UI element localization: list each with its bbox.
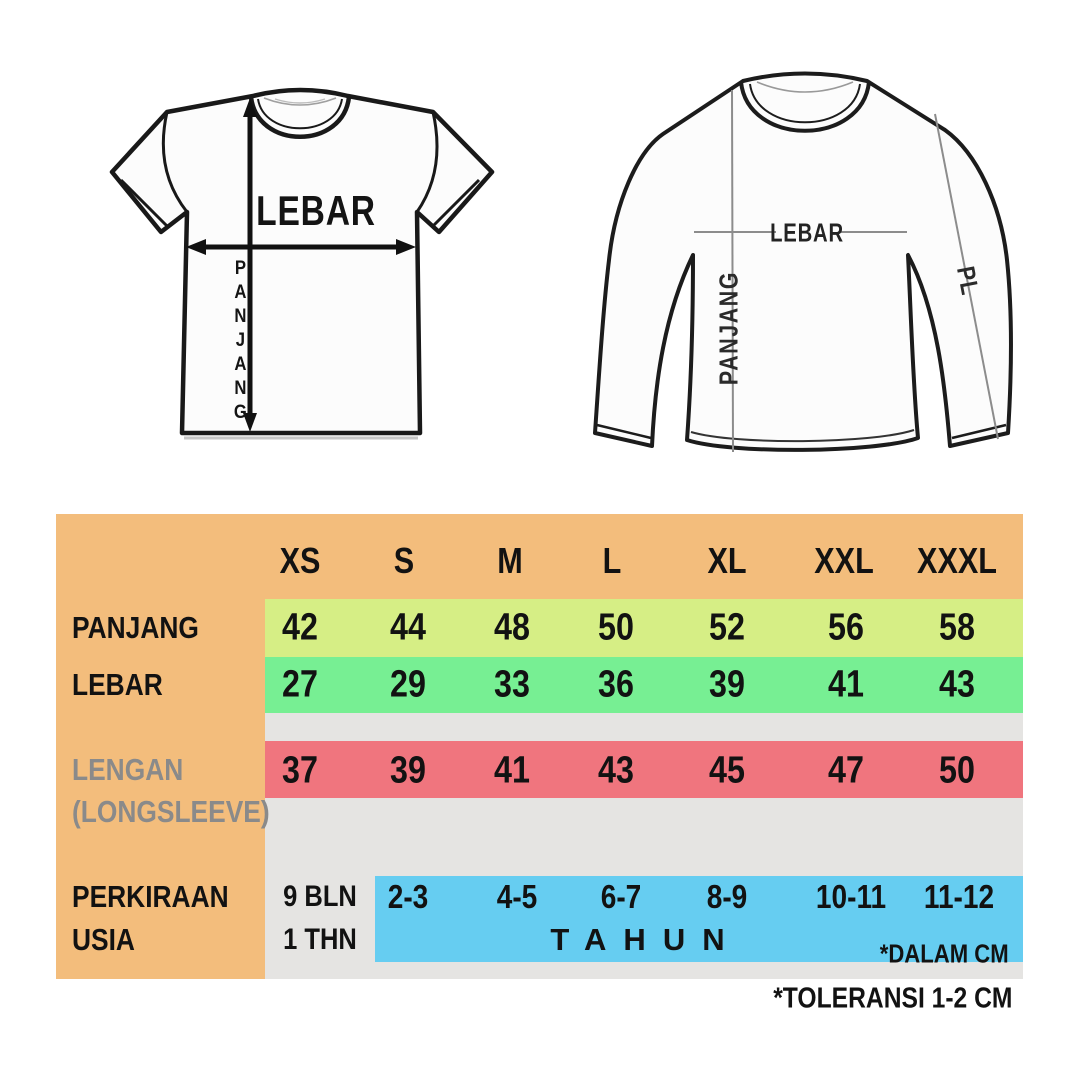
lengan-value: 50: [939, 749, 975, 792]
tolerance-footnote: *TOLERANSI 1-2 CM: [772, 982, 1012, 1015]
lengan-value: 37: [282, 749, 318, 792]
size-header-xxl: XXL: [814, 540, 874, 581]
hem-inner-line: [690, 429, 915, 443]
longsleeve-width-label: LEBAR: [770, 217, 844, 248]
collar-back-line: [263, 97, 337, 106]
lebar-value: 27: [282, 663, 318, 706]
length-arrow: [243, 98, 257, 432]
tshirt-length-label: PANJANG: [231, 258, 250, 426]
age-value: 10-11: [815, 878, 887, 915]
panjang-value: 48: [494, 606, 530, 649]
width-row-band: [265, 657, 1023, 713]
sleeve-line: [934, 113, 999, 440]
panjang-value: 44: [390, 606, 426, 649]
age-value: 4-5: [496, 878, 538, 915]
collar-outer: [248, 96, 352, 139]
tshirt-width-label: LEBAR: [256, 187, 376, 234]
armhole-seam-left: [161, 111, 189, 213]
panjang-value: 52: [709, 606, 745, 649]
tshirt-diagram: [109, 87, 495, 440]
row-label-perkiraan: PERKIRAAN: [72, 879, 229, 914]
lengan-value: 43: [598, 749, 634, 792]
size-header-l: L: [602, 540, 622, 581]
lebar-value: 41: [828, 663, 864, 706]
row-label-lengan: LENGAN: [72, 752, 184, 787]
divider-band: [265, 713, 1023, 741]
longsleeve-sleeve-label: PL: [950, 264, 984, 298]
age-value: 8-9: [706, 878, 748, 915]
row-label-lebar: LEBAR: [72, 667, 163, 702]
cuff-line-right: [951, 423, 1007, 440]
collar-band: [257, 98, 343, 130]
lebar-value: 36: [598, 663, 634, 706]
size-header-xl: XL: [707, 540, 747, 581]
sleeve-row-band: [265, 741, 1023, 798]
row-label-longsleeve: (LONGSLEEVE): [72, 794, 270, 829]
length-row-band: [265, 599, 1023, 657]
panjang-value: 42: [282, 606, 318, 649]
armhole-seam-right: [415, 111, 439, 213]
age-row-band: [375, 876, 1023, 962]
sleeve-cuff-right: [431, 178, 481, 228]
lengan-value: 47: [828, 749, 864, 792]
size-table-panel: XS S M L XL XXL XXXL PANJANG 42 44 48 50…: [56, 514, 1023, 979]
cuff-line-left: [596, 423, 652, 440]
longsleeve-body: [593, 71, 1013, 452]
collar-back-line2: [274, 98, 326, 104]
length-line: [731, 89, 734, 453]
lengan-value: 41: [494, 749, 530, 792]
measurement-lines: [694, 89, 999, 453]
lebar-value: 29: [390, 663, 426, 706]
age-value: 11-12: [923, 878, 995, 915]
collar-back-line: [756, 81, 854, 93]
collar-band: [749, 83, 861, 124]
lebar-value: 43: [939, 663, 975, 706]
tshirt-body: [109, 87, 495, 436]
longsleeve-diagram: [593, 71, 1013, 453]
age-infant-months: 9 BLN: [283, 880, 357, 913]
unit-footnote: *DALAM CM: [880, 938, 1009, 969]
size-header-m: M: [497, 540, 523, 581]
size-header-s: S: [393, 540, 415, 581]
longsleeve-length-label: PANJANG: [713, 270, 744, 386]
panjang-value: 56: [828, 606, 864, 649]
panjang-value: 50: [598, 606, 634, 649]
sleeve-cuff-left: [119, 178, 169, 228]
row-label-panjang: PANJANG: [72, 610, 199, 645]
row-label-usia: USIA: [72, 922, 135, 957]
size-header-xs: XS: [279, 540, 321, 581]
lebar-value: 39: [709, 663, 745, 706]
age-infant-year: 1 THN: [283, 923, 357, 956]
age-value: 6-7: [600, 878, 642, 915]
lengan-value: 45: [709, 749, 745, 792]
lebar-value: 33: [494, 663, 530, 706]
panjang-value: 58: [939, 606, 975, 649]
collar-outer: [739, 81, 871, 133]
size-header-xxxl: XXXL: [917, 540, 997, 581]
lengan-value: 39: [390, 749, 426, 792]
width-arrow: [186, 239, 416, 255]
age-unit-label: TAHUN: [550, 922, 742, 957]
age-value: 2-3: [387, 878, 429, 915]
